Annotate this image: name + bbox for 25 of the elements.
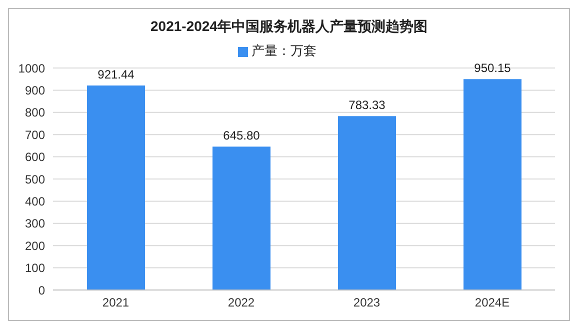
y-tick-label: 200 — [24, 238, 46, 253]
y-tick-label: 0 — [38, 283, 46, 298]
y-tick-label: 100 — [24, 261, 46, 276]
y-tick-label: 300 — [24, 216, 46, 231]
x-tick-label: 2023 — [353, 296, 380, 310]
y-tick-label: 800 — [24, 106, 46, 120]
y-tick-label: 400 — [24, 194, 46, 208]
bar — [338, 116, 396, 290]
y-tick-label: 600 — [24, 150, 46, 164]
data-label: 950.15 — [474, 61, 512, 76]
y-tick-label: 900 — [24, 83, 46, 98]
data-label: 921.44 — [98, 67, 135, 82]
chart-title: 2021-2024年中国服务机器人产量预测趋势图 — [150, 18, 428, 36]
bar — [212, 146, 270, 290]
bar — [464, 79, 522, 290]
data-label: 645.80 — [223, 128, 260, 143]
y-tick-label: 700 — [24, 128, 46, 142]
bar — [87, 85, 145, 290]
y-tick-label: 1000 — [18, 61, 46, 76]
x-tick-label: 2024E — [474, 296, 510, 310]
x-tick-label: 2022 — [228, 296, 255, 310]
y-tick-label: 500 — [24, 172, 46, 186]
x-tick-label: 2021 — [102, 296, 130, 310]
data-label: 783.33 — [348, 98, 386, 112]
legend-label: 产量：万套 — [252, 43, 316, 58]
